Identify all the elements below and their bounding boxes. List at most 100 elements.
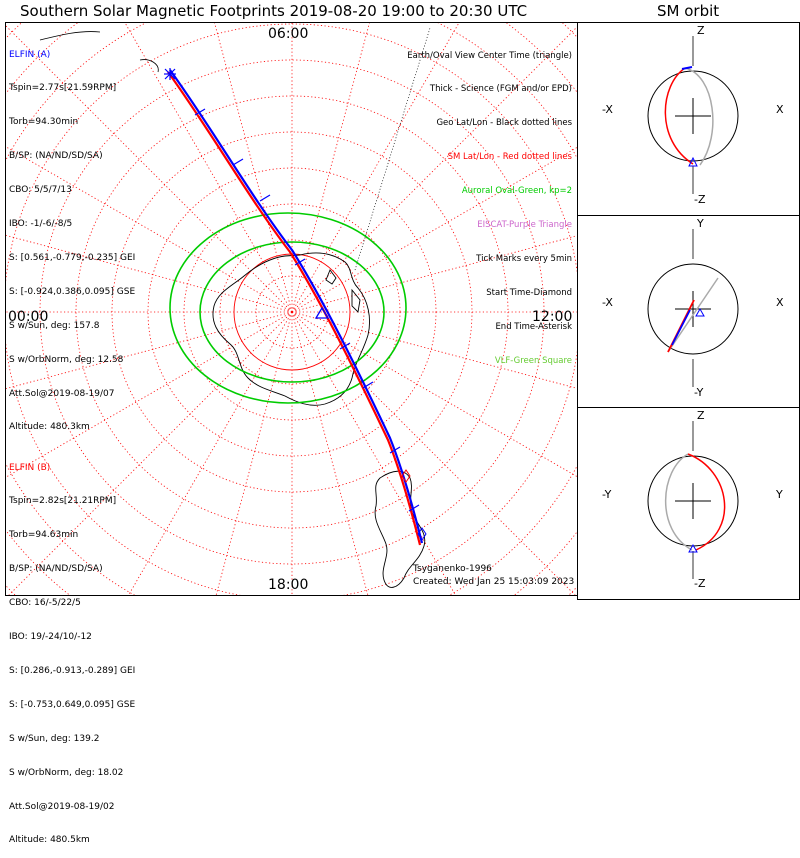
track-tick xyxy=(362,381,374,389)
legend-view-center: Earth/Oval View Center Time (triangle) xyxy=(407,50,572,61)
sm-meridians xyxy=(6,23,577,595)
sm-meridian-line xyxy=(291,311,369,595)
track-tick xyxy=(259,194,271,202)
elfin-a-bsp: B/SP: (NA/ND/SD/SA) xyxy=(9,151,103,162)
sm-orbit-plots xyxy=(647,36,739,579)
map-legend: Earth/Oval View Center Time (triangle) T… xyxy=(407,28,572,378)
sm-meridian-line xyxy=(215,311,293,595)
elfin-a-spin: Tspin=2.77s[21.59RPM] xyxy=(9,83,117,94)
elfin-a-altitude: Altitude: 480.3km xyxy=(9,422,90,433)
elfin-b-altitude: Altitude: 480.5km xyxy=(9,835,90,846)
sm-meridian-line xyxy=(6,146,293,313)
sm1-top: Z xyxy=(697,24,705,37)
elfin-a-info: ELFIN (A) Tspin=2.77s[21.59RPM] Torb=94.… xyxy=(9,27,135,445)
elfin-a-s-gei: S: [0.561,-0.779,-0.235] GEI xyxy=(9,252,136,263)
elfin-a-s-gse: S: [-0.924,0.386,0.095] GSE xyxy=(9,286,136,297)
south-america-coastline xyxy=(374,470,426,588)
coastline-fragment xyxy=(39,31,159,73)
page-title: Southern Solar Magnetic Footprints 2019-… xyxy=(20,2,528,20)
model-label: Tsyganenko-1996 xyxy=(413,564,492,574)
sm-meridian-line xyxy=(124,23,293,313)
legend-eiscat: EISCAT-Purple Triangle xyxy=(477,220,572,231)
sm1-left: -X xyxy=(602,103,613,116)
legend-end-time: End Time-Asterisk xyxy=(495,321,572,332)
sm1-right: X xyxy=(776,103,784,116)
elfin-b-bsp: B/SP: (NA/ND/SD/SA) xyxy=(9,564,103,575)
elfin-b-s-gse: S: [-0.753,0.649,0.095] GSE xyxy=(9,699,136,710)
sm3-bottom: -Z xyxy=(694,577,706,590)
elfin-b-ibo: IBO: 19/-24/10/-12 xyxy=(9,632,92,643)
elfin-b-attsol: Att.Sol@2019-08-19/02 xyxy=(9,801,115,812)
orbit-unobserved xyxy=(667,277,719,353)
legend-start-time: Start Time-Diamond xyxy=(486,287,572,298)
mlt-label-bottom: 18:00 xyxy=(268,577,309,593)
track-tick xyxy=(408,504,420,512)
sm-panel-2-plot xyxy=(647,229,739,387)
legend-auroral-oval: Auroral Oval-Green, kp=2 xyxy=(461,186,572,197)
track-tick xyxy=(339,342,351,350)
sm-meridian-line xyxy=(291,311,577,478)
sm-meridian-line xyxy=(291,23,460,313)
sm-meridian-line xyxy=(8,311,293,595)
end-asterisk xyxy=(164,68,176,80)
legend-vlf: VLF-Green Square xyxy=(494,355,572,366)
elfin-a-ibo: IBO: -1/-6/-8/5 xyxy=(9,219,73,230)
elfin-a-sun: S w/Sun, deg: 157.8 xyxy=(9,320,100,331)
sm-meridian-line xyxy=(214,23,293,313)
legend-sm-lines: SM Lat/Lon - Red dotted lines xyxy=(447,152,572,163)
sm-meridian-line xyxy=(291,146,577,313)
elfin-a-name: ELFIN (A) xyxy=(9,49,51,60)
elfin-b-orbnorm: S w/OrbNorm, deg: 18.02 xyxy=(9,767,124,778)
sm-triangle xyxy=(688,543,698,553)
sm2-left: -X xyxy=(602,296,613,309)
sm-meridian-line xyxy=(291,311,577,389)
elfin-b-name: ELFIN (B) xyxy=(9,462,51,473)
elfin-a-attsol: Att.Sol@2019-08-19/07 xyxy=(9,388,115,399)
legend-science: Thick - Science (FGM and/or EPD) xyxy=(429,84,572,95)
sm-meridian-line xyxy=(291,311,576,595)
sm-meridian-line xyxy=(291,311,456,595)
earth-circle xyxy=(647,263,739,355)
sm-meridian-line xyxy=(291,26,577,313)
elfin-b-orbit-xz xyxy=(664,67,694,165)
sm-panel-3-plot xyxy=(647,421,739,579)
sm3-left: -Y xyxy=(602,488,612,501)
elfin-a-orbnorm: S w/OrbNorm, deg: 12.58 xyxy=(9,354,124,365)
legend-geo-lines: Geo Lat/Lon - Black dotted lines xyxy=(436,118,572,129)
sm-meridian-line xyxy=(6,234,293,313)
sm2-bottom: -Y xyxy=(694,386,704,399)
sm-triangle xyxy=(695,307,705,317)
sm-meridian-line xyxy=(291,235,577,313)
sm3-right: Y xyxy=(776,488,783,501)
sm1-bottom: -Z xyxy=(694,193,706,206)
elfin-b-orbit: Torb=94.63min xyxy=(9,530,79,541)
elfin-a-orbit-xz xyxy=(681,66,693,70)
track-tick-marks xyxy=(194,108,420,512)
auroral-oval-outer xyxy=(169,212,407,404)
elfin-a-cbo: CBO: 5/5/7/13 xyxy=(9,185,72,196)
orbit-unobserved xyxy=(664,453,693,551)
sm-meridian-line xyxy=(128,311,293,595)
sm2-top: Y xyxy=(697,217,704,230)
track-tick xyxy=(232,158,244,166)
auroral-oval-inner xyxy=(199,241,385,383)
sm-orbit-title: SM orbit xyxy=(657,2,720,20)
orbit-unobserved xyxy=(684,67,714,166)
mlt-label-right: 12:00 xyxy=(532,309,573,325)
mlt-label-left: 00:00 xyxy=(8,309,49,325)
mlt-label-top: 06:00 xyxy=(268,26,309,42)
elfin-b-orbit-yz xyxy=(687,453,726,551)
elfin-b-sun: S w/Sun, deg: 139.2 xyxy=(9,733,100,744)
elfin-b-start-diamond xyxy=(401,469,411,483)
sm3-top: Z xyxy=(697,409,705,422)
created-label: Created: Wed Jan 25 15:03:09 2023 xyxy=(413,577,575,587)
legend-tick-marks: Tick Marks every 5min xyxy=(476,253,572,264)
view-center-triangle xyxy=(314,306,330,319)
geo-lat-lon-line xyxy=(354,27,431,271)
sm-meridian-line xyxy=(6,311,293,390)
sm2-right: X xyxy=(776,296,784,309)
elfin-a-orbit-xy xyxy=(671,309,691,346)
sm-meridian-line xyxy=(6,311,293,478)
track-tick xyxy=(194,108,206,116)
elfin-b-spin: Tspin=2.82s[21.21RPM] xyxy=(9,496,117,507)
